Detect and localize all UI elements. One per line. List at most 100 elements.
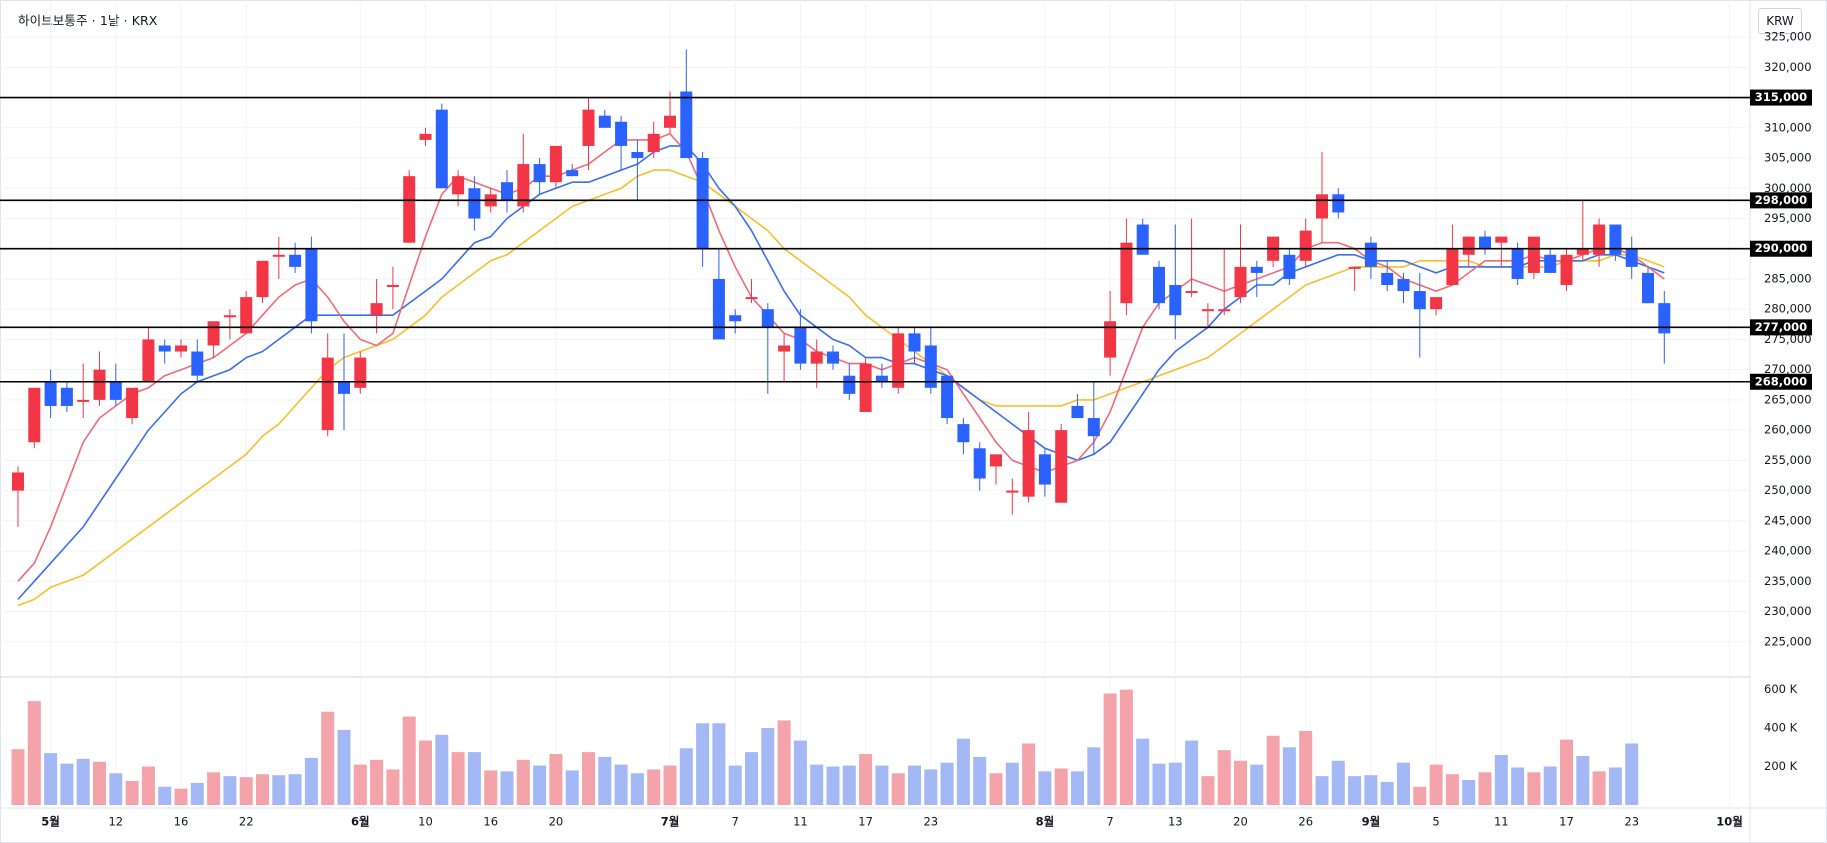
candle-up [223,315,236,318]
volume-bar [60,763,74,805]
ma5-line [17,133,1665,582]
price-tick-label: 270,000 [1764,362,1812,376]
candle-down [696,158,709,249]
candle-down [712,278,725,340]
time-tick-label: 8월 [1036,815,1055,829]
volume-bar [125,780,139,805]
candle-up [256,260,269,298]
level-price-tag [1750,192,1812,209]
candle-down [158,345,171,352]
time-tick-label: 11 [793,815,808,829]
time-tick-label: 20 [1233,815,1248,829]
candle-down [1332,194,1345,213]
candle-up [990,454,1002,467]
candle-down [191,351,204,376]
volume-bar [1462,780,1476,805]
volume-bar [859,754,873,805]
price-tick-label: 230,000 [1764,604,1812,618]
price-tick-label: 260,000 [1764,423,1812,437]
volume-bar [93,761,106,805]
candle-down [729,315,742,322]
level-price-label: 298,000 [1755,193,1807,207]
price-tick-label: 245,000 [1764,513,1812,527]
time-tick-label: 6월 [351,815,370,829]
candle-up [1201,309,1214,312]
volume-bar [1054,768,1068,805]
volume-bar [190,782,204,805]
price-tick-label: 275,000 [1764,332,1812,346]
candle-up [1022,430,1035,497]
time-tick-label: 7 [1106,815,1113,829]
volume-bar [1119,689,1133,805]
volume-bar [304,757,318,805]
candle-up [28,387,41,443]
candle-up [1348,266,1361,269]
level-price-tag [1750,319,1812,336]
volume-bar [793,740,807,805]
volume-bar [614,764,628,805]
candle-down [973,448,986,479]
price-tick-label: 320,000 [1764,60,1812,74]
candle-down [1658,303,1671,334]
currency-button[interactable]: KRW [1758,8,1802,34]
price-tick-label: 265,000 [1764,392,1812,406]
volume-bar [1201,776,1215,805]
volume-tick-label: 400 K [1764,721,1798,735]
volume-bar [549,754,563,805]
volume-bar [158,786,172,805]
volume-bar [956,738,970,805]
candle-up [778,345,791,352]
candle-up [1006,490,1019,493]
volume-bar [419,740,432,805]
volume-bar [777,720,791,805]
time-tick-label: 23 [923,815,938,829]
volume-bar [1168,762,1182,805]
candle-up [207,321,220,346]
candle-down [44,381,57,406]
candle-down [598,115,611,128]
volume-bar [1152,763,1166,805]
volume-bar [1592,771,1606,805]
volume-bar [402,716,416,805]
candle-up [77,399,90,402]
volume-bar [435,734,449,805]
volume-bar [11,749,25,805]
volume-bar [1234,760,1247,805]
time-tick-label: 5 [1432,815,1439,829]
volume-bar [565,770,579,805]
candle-down [305,248,318,322]
price-tick-label: 255,000 [1764,453,1812,467]
volume-bar [1364,775,1378,805]
candle-down [1609,224,1622,255]
volume-bar [1315,776,1329,805]
candle-down [1364,242,1377,267]
candle-up [452,176,465,195]
candle-up [582,109,595,146]
volume-bar [1608,767,1622,805]
candle-up [272,254,285,257]
candle-down [289,254,302,267]
volume-bar [696,723,710,805]
time-tick-label: 22 [239,815,254,829]
volume-bar [1429,764,1443,805]
time-tick-label: 10월 [1716,815,1743,829]
time-tick-label: 16 [174,815,189,829]
volume-bar [1103,693,1117,805]
volume-bar [76,758,90,805]
volume-bar [256,774,269,805]
level-price-tag [1750,373,1812,390]
candle-down [1397,278,1410,292]
level-price-tag [1750,240,1812,257]
candle-up [1430,297,1443,310]
volume-bar [1576,755,1590,805]
time-tick-label: 7월 [661,815,680,829]
candle-down [631,151,644,159]
volume-bar [1445,774,1459,805]
candle-down [1511,248,1524,279]
candle-up [810,351,823,364]
volume-bar [1250,764,1264,805]
ma20-line [17,169,1665,607]
candle-down [924,345,937,388]
volume-bar [207,772,221,805]
